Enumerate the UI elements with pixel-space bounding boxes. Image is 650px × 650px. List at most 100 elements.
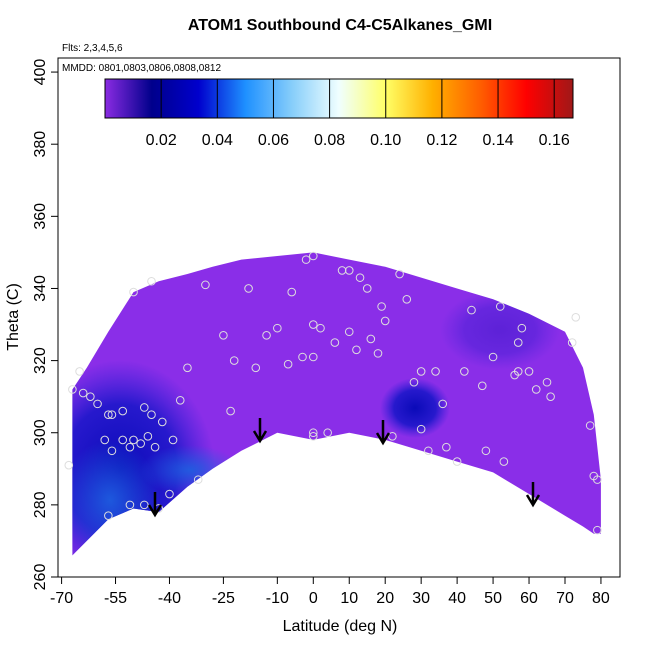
sample-point — [330, 338, 340, 347]
plot-frame — [57, 57, 621, 578]
shading — [72, 440, 160, 556]
sample-point — [139, 403, 149, 412]
y-tick-label: 400 — [32, 59, 49, 86]
sample-point — [107, 410, 117, 419]
sample-point — [175, 395, 185, 405]
sample-point — [416, 424, 426, 434]
sample-point — [273, 323, 282, 333]
sample-point — [125, 500, 135, 510]
sample-point — [287, 287, 297, 297]
arrow — [147, 492, 163, 518]
x-tick-label: -10 — [266, 590, 289, 607]
sample-point — [380, 316, 390, 326]
sample-point — [416, 367, 426, 376]
sample-point — [495, 302, 505, 311]
sample-point — [262, 331, 271, 340]
sample-point — [147, 276, 156, 286]
sample-point — [86, 392, 95, 401]
sample-point — [585, 421, 595, 430]
sample-point — [118, 406, 128, 416]
sample-point — [452, 457, 462, 466]
x-tick-label: -70 — [50, 590, 73, 607]
sample-point — [513, 367, 523, 376]
sample-point — [136, 439, 145, 448]
sample-point — [388, 432, 397, 441]
sample-point — [308, 352, 318, 362]
arrows — [147, 418, 541, 518]
sample-point — [373, 349, 383, 358]
sample-point — [438, 399, 448, 409]
sample-point — [395, 269, 404, 279]
x-tick-label: 20 — [376, 590, 394, 607]
colorbar-ticks: 0.02 0.04 0.06 0.08 0.10 0.12 0.14 0.16 — [146, 79, 570, 149]
y-tick-label: 300 — [32, 419, 49, 446]
sample-point — [283, 359, 293, 369]
axes: -70 -55 -40 -25 -10 0 10 20 30 40 50 60 70 80 260 280 30… — [32, 59, 610, 607]
sample-point — [377, 302, 386, 311]
x-tick-label: -25 — [212, 590, 235, 607]
sample-point — [409, 377, 419, 387]
x-tick-label: 80 — [592, 590, 610, 607]
y-tick-label: 280 — [32, 491, 49, 518]
sample-point — [308, 320, 318, 329]
colorbar-tick-label: 0.14 — [482, 132, 513, 149]
colorbar — [104, 78, 574, 119]
sample-point — [168, 435, 178, 445]
sample-point — [481, 446, 491, 456]
x-tick-label: -40 — [158, 590, 181, 607]
y-tick-label: 320 — [32, 347, 49, 374]
sample-point — [165, 489, 174, 499]
sample-point — [402, 294, 412, 304]
colorbar-tick-label: 0.12 — [426, 132, 457, 149]
colorbar-tick-label: 0.06 — [258, 132, 289, 149]
sample-point — [499, 457, 509, 466]
sample-point — [308, 428, 318, 438]
sample-point — [513, 338, 523, 347]
sample-point — [68, 385, 77, 394]
x-axis-label: Latitude (deg N) — [283, 618, 398, 635]
arrow — [252, 418, 268, 444]
sample-point — [442, 442, 451, 452]
sample-point — [431, 367, 440, 376]
sample-point — [229, 356, 239, 365]
sample-point — [118, 435, 128, 445]
sample-point — [298, 352, 307, 362]
y-tick-label: 340 — [32, 275, 49, 302]
sample-point — [143, 432, 153, 441]
sample-points — [64, 251, 602, 535]
y-tick-label: 260 — [32, 564, 49, 591]
x-tick-label: 10 — [340, 590, 358, 607]
sample-point — [251, 363, 261, 373]
y-axis-label: Theta (C) — [5, 283, 22, 351]
sample-point — [193, 475, 203, 484]
sample-point — [488, 352, 498, 362]
x-tick-label: 50 — [484, 590, 502, 607]
sample-point — [524, 367, 534, 376]
sample-point — [362, 284, 372, 293]
sample-point — [100, 435, 110, 445]
sample-point — [78, 388, 88, 398]
sample-point — [366, 334, 376, 344]
colorbar-tick-label: 0.04 — [202, 132, 233, 149]
sample-point — [75, 367, 84, 376]
sample-point — [308, 432, 318, 441]
sample-point — [546, 392, 555, 401]
sample-point — [244, 284, 253, 293]
sample-point — [424, 446, 433, 456]
sample-point — [460, 367, 469, 376]
sample-point — [344, 266, 354, 275]
sample-point — [64, 460, 74, 470]
x-tick-label: 40 — [448, 590, 466, 607]
sample-point — [352, 345, 361, 355]
sample-point — [301, 255, 311, 264]
sample-point — [593, 525, 602, 535]
sample-point — [219, 331, 228, 340]
arrow — [375, 420, 391, 446]
chart-title: ATOM1 Southbound C4-C5Alkanes_GMI — [188, 17, 492, 34]
sample-point — [531, 385, 541, 394]
shading — [380, 378, 450, 438]
sample-point — [308, 251, 318, 261]
sample-point — [93, 399, 102, 409]
